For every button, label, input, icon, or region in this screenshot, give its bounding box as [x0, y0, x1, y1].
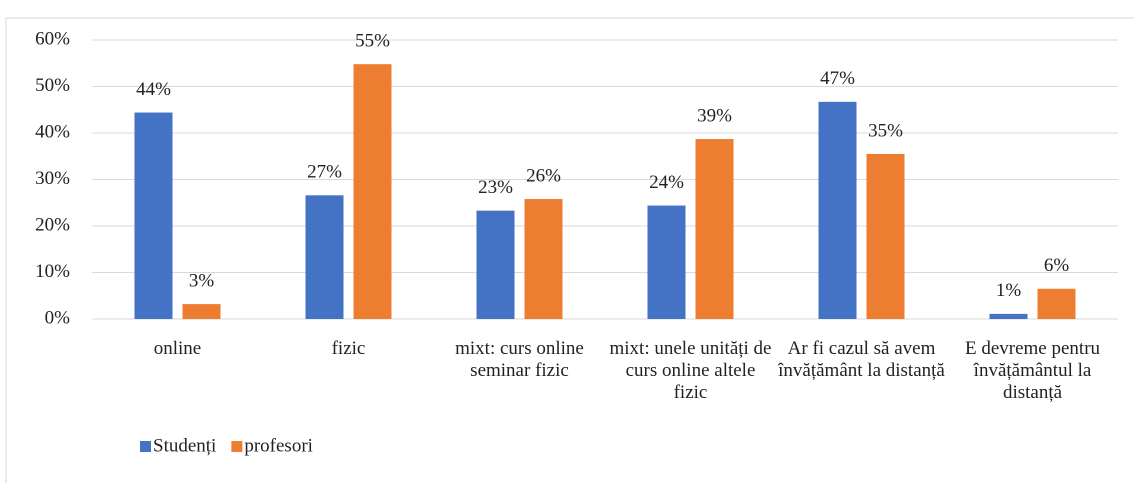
bar [866, 153, 905, 319]
bar [818, 101, 857, 319]
data-label: 35% [868, 120, 903, 141]
y-tick-label: 60% [35, 28, 70, 49]
data-label: 24% [649, 172, 684, 193]
y-tick-label: 40% [35, 121, 70, 142]
x-tick-label: Ar fi cazul să avem învățământ la distan… [778, 338, 945, 381]
data-label: 1% [996, 280, 1022, 301]
bar [305, 195, 344, 319]
legend-swatch [140, 441, 151, 452]
data-label: 55% [355, 31, 390, 52]
data-label: 3% [189, 270, 215, 291]
y-tick-label: 20% [35, 214, 70, 235]
data-label: 23% [478, 177, 513, 198]
data-label: 27% [307, 162, 342, 183]
x-tick-label: mixt: unele unități de curs online altel… [609, 338, 772, 403]
y-tick-label: 10% [35, 261, 70, 282]
x-tick-label: online [153, 338, 202, 359]
x-tick-label: mixt: curs online seminar fizic [455, 338, 584, 381]
data-label: 44% [136, 79, 171, 100]
bar [476, 210, 515, 319]
chart-border [5, 17, 1134, 483]
bar [182, 304, 221, 319]
bar [524, 199, 563, 319]
bar [353, 64, 392, 320]
legend-swatch [231, 441, 243, 452]
bar [647, 205, 686, 319]
legend-label: profesori [244, 435, 313, 456]
data-label: 6% [1044, 255, 1070, 276]
y-tick-label: 30% [35, 168, 70, 189]
bar [695, 139, 734, 319]
bar [1037, 288, 1076, 319]
data-label: 47% [820, 68, 855, 89]
x-tick-label: E devreme pentru învățământul la distanț… [964, 338, 1101, 403]
bar [134, 112, 173, 319]
bar [989, 313, 1028, 319]
y-tick-label: 0% [45, 307, 71, 328]
data-label: 39% [697, 105, 732, 126]
data-label: 26% [526, 165, 561, 186]
y-tick-label: 50% [35, 75, 70, 96]
x-tick-label: fizic [331, 338, 366, 359]
legend-label: Studenți [153, 435, 216, 456]
